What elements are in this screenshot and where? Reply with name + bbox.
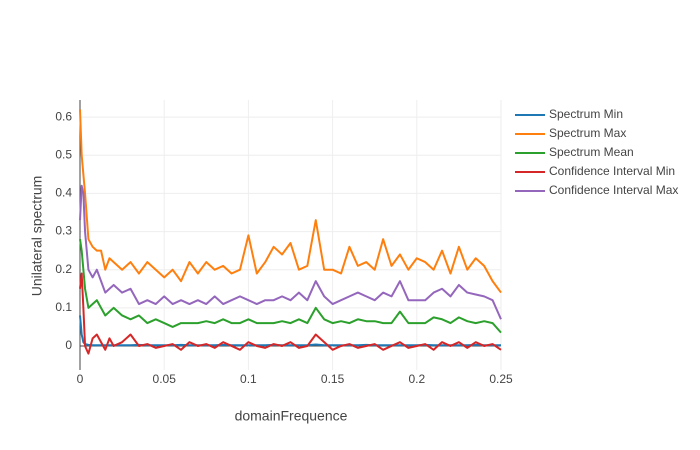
legend-label: Spectrum Max: [549, 126, 626, 140]
legend-label: Confidence Interval Min: [549, 164, 675, 178]
x-tick-label: 0.05: [153, 372, 177, 386]
y-tick-label: 0.2: [55, 262, 72, 276]
y-tick-label: 0.5: [55, 147, 72, 161]
series-line: [79, 184, 502, 320]
x-tick-label: 0: [77, 372, 84, 386]
legend-label: Spectrum Mean: [549, 145, 634, 159]
y-tick-label: 0.4: [55, 186, 72, 200]
y-tick-label: 0.3: [55, 224, 72, 238]
x-axis-title: domainFrequence: [235, 408, 348, 424]
series-line: [79, 109, 502, 294]
series-line: [79, 239, 502, 334]
x-tick-label: 0.15: [321, 372, 345, 386]
x-tick-label: 0.1: [240, 372, 257, 386]
x-tick-label: 0.2: [408, 372, 425, 386]
y-axis-title: Unilateral spectrum: [29, 176, 45, 297]
legend-label: Spectrum Min: [549, 107, 623, 121]
y-tick-label: 0: [65, 338, 72, 352]
x-tick-label: 0.25: [489, 372, 513, 386]
y-tick-label: 0.6: [55, 109, 72, 123]
series-line: [79, 272, 502, 355]
y-tick-label: 0.1: [55, 300, 72, 314]
legend-label: Confidence Interval Max: [549, 183, 678, 197]
